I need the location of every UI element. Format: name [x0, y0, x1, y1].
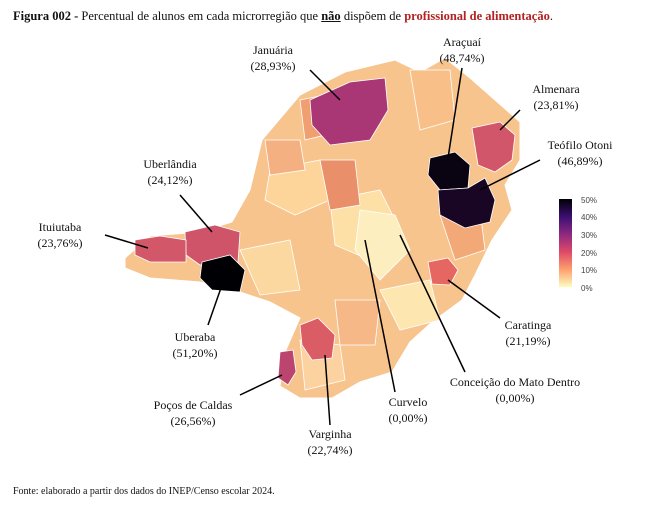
leader-line-teofilo-otoni: [479, 159, 541, 191]
label-conceicao-do-mato-dentro: Conceição do Mato Dentro (0,00%): [450, 374, 580, 406]
region-pocos-de-caldas: [277, 349, 297, 386]
label-varginha: Varginha (22,74%): [308, 426, 353, 458]
region-name: Varginha: [308, 427, 352, 441]
region-value: (0,00%): [495, 391, 535, 405]
region-value: (23,81%): [533, 98, 579, 112]
region-value: (26,56%): [170, 414, 216, 428]
leader-lines: [104, 67, 541, 426]
region-ituiutaba: [134, 235, 187, 263]
region-value: (51,20%): [172, 346, 218, 360]
label-uberaba: Uberaba (51,20%): [173, 329, 218, 361]
region-name: Teófilo Otoni: [547, 138, 613, 152]
label-curvelo: Curvelo (0,00%): [389, 394, 428, 426]
region-name: Caratinga: [504, 318, 552, 332]
region-value: (21,19%): [505, 334, 551, 348]
legend-colorbar: [559, 199, 572, 287]
title-text-2: dispõem de: [340, 9, 405, 23]
title-highlight: profissional de alimentação: [404, 9, 550, 23]
region-name: Curvelo: [388, 395, 428, 409]
highlighted-regions: [134, 77, 516, 386]
interior-regions: [239, 69, 486, 391]
legend-tick: 50%: [581, 196, 598, 205]
label-uberlandia: Uberlândia (24,12%): [143, 156, 196, 188]
region-value: (28,93%): [250, 59, 296, 73]
region-januaria: [309, 77, 389, 146]
leader-line-uberlandia: [179, 194, 213, 233]
label-januaria: Januária (28,93%): [251, 42, 296, 74]
region-name: Poços de Caldas: [153, 398, 233, 412]
label-teofilo-otoni: Teófilo Otoni (46,89%): [548, 137, 613, 169]
legend-tick: 30%: [581, 231, 598, 240]
region-name: Araçuaí: [443, 35, 481, 49]
leader-line-caratinga: [447, 279, 501, 319]
region-varginha: [299, 317, 336, 361]
region-teofilo-otoni: [437, 177, 496, 229]
leader-line-aracuai: [447, 67, 463, 159]
label-ituiutaba: Ituiutaba (23,76%): [38, 219, 83, 251]
legend-tick: 0%: [581, 284, 593, 293]
source-note: Fonte: elaborado a partir dos dados do I…: [13, 486, 275, 497]
label-caratinga: Caratinga (21,19%): [505, 317, 552, 349]
region-value: (23,76%): [37, 236, 83, 250]
leader-line-almenara: [499, 109, 521, 131]
legend-tick: 20%: [581, 249, 598, 258]
leader-line-ituiutaba: [104, 234, 149, 249]
legend-tick: 40%: [581, 213, 598, 222]
region-name: Conceição do Mato Dentro: [449, 375, 581, 389]
region-name: Uberaba: [174, 330, 216, 344]
label-pocos-de-caldas: Poços de Caldas (26,56%): [154, 397, 233, 429]
title-end: .: [549, 9, 553, 23]
region-value: (24,12%): [147, 173, 193, 187]
region-value: (48,74%): [439, 51, 485, 65]
title-text: Percentual de alunos em cada microrregiã…: [78, 9, 322, 23]
region-name: Uberlândia: [143, 157, 197, 171]
legend-tick: 10%: [581, 266, 598, 275]
region-caratinga: [427, 257, 459, 286]
region-almenara: [471, 121, 516, 173]
label-almenara: Almenara (23,81%): [532, 81, 579, 113]
figure-number: Figura 002 -: [13, 9, 79, 23]
leader-line-conceicao-do-mato-dentro: [399, 234, 466, 373]
region-value: (22,74%): [307, 443, 353, 457]
leader-line-januaria: [309, 69, 341, 101]
leader-line-pocos-de-caldas: [239, 374, 283, 396]
leader-line-curvelo: [364, 239, 396, 393]
leader-line-uberaba: [207, 284, 223, 326]
leader-line-varginha: [324, 354, 331, 426]
region-value: (46,89%): [557, 154, 603, 168]
region-value: (0,00%): [388, 411, 428, 425]
region-name: Almenara: [532, 82, 580, 96]
figure-title: Figura 002 - Percentual de alunos em cad…: [13, 9, 553, 24]
region-uberaba: [199, 254, 246, 293]
label-aracuai: Araçuaí (48,74%): [440, 34, 485, 66]
region-name: Januária: [253, 43, 293, 57]
title-emphasis: não: [321, 9, 341, 23]
region-name: Ituiutaba: [38, 220, 82, 234]
